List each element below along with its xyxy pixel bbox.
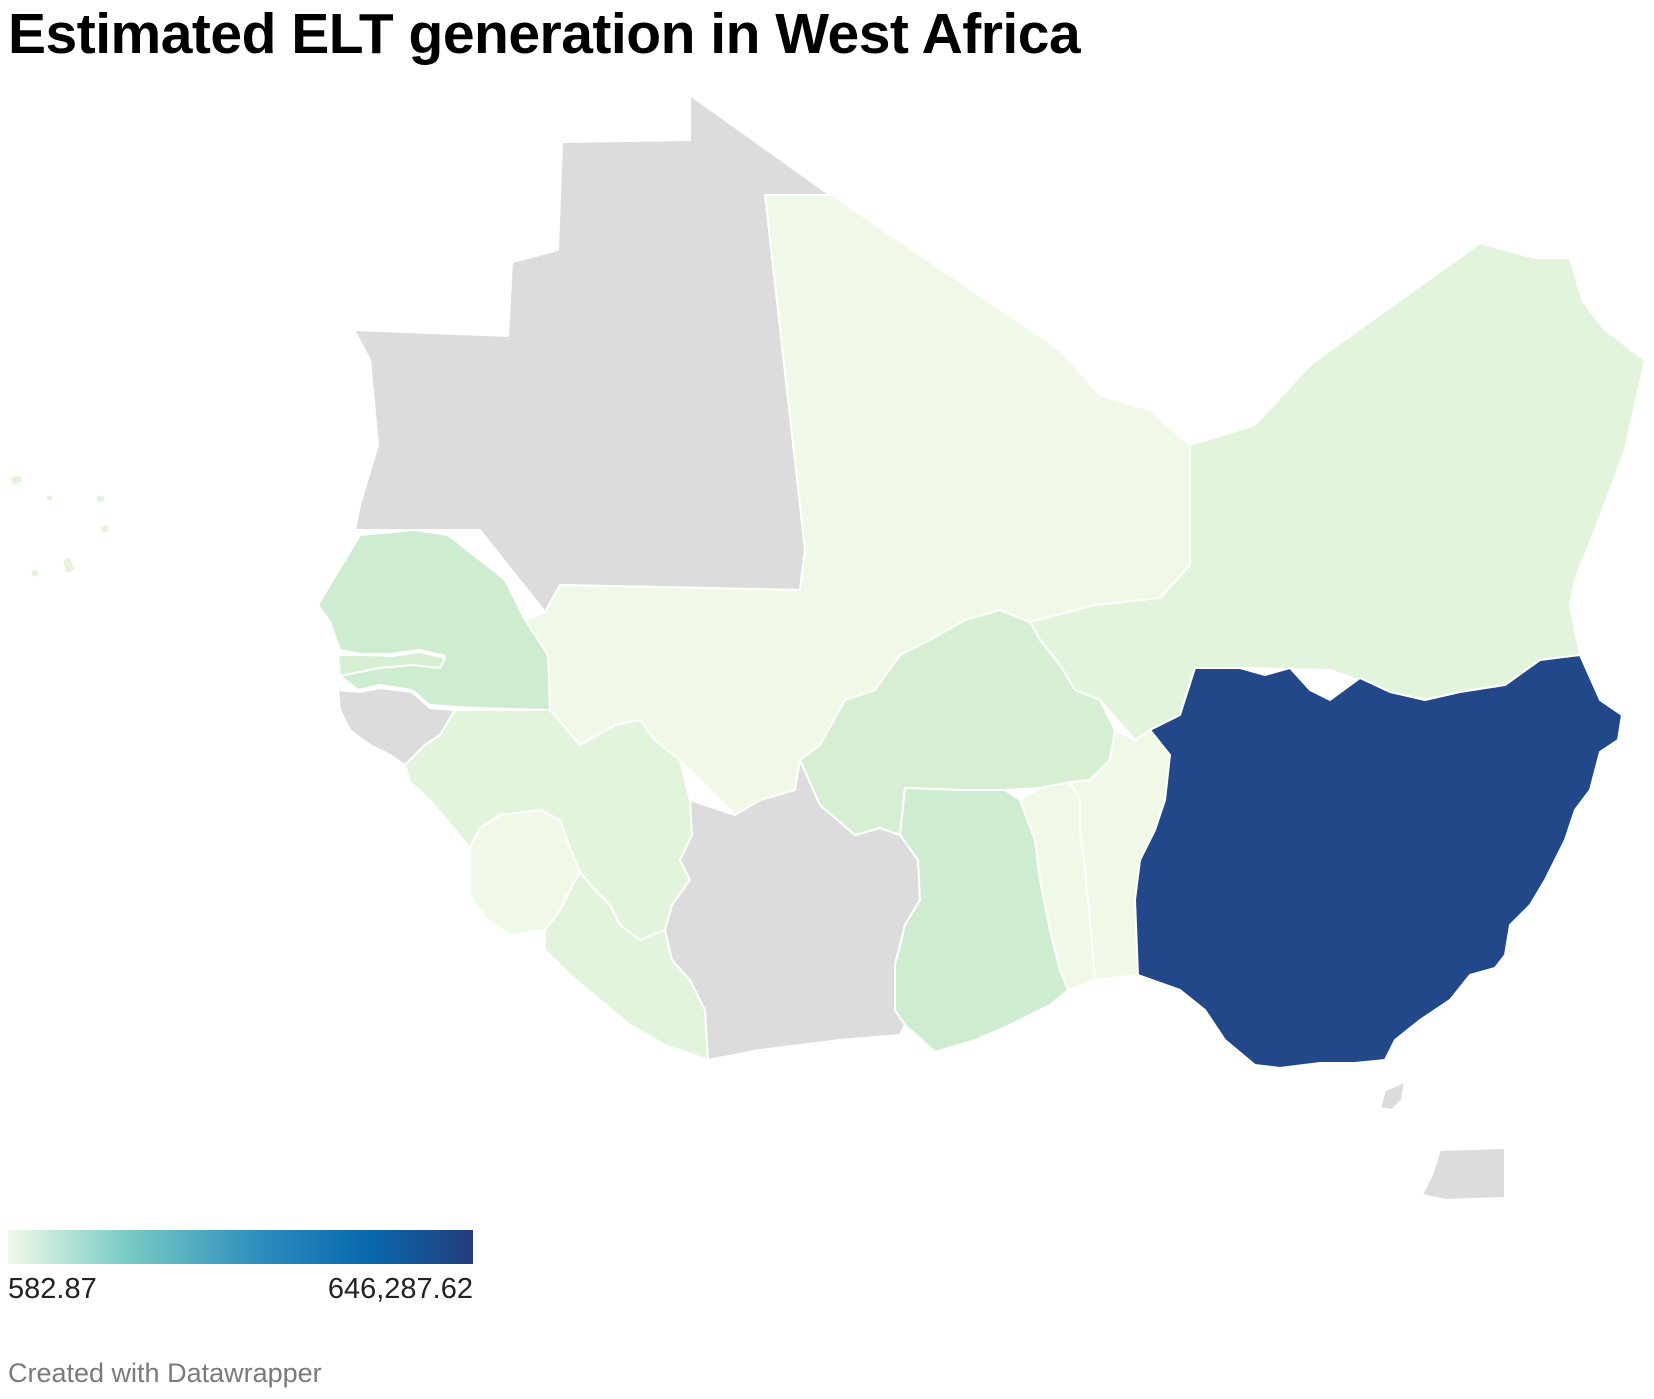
legend-max-label: 646,287.62: [327, 1273, 473, 1305]
region-equatorial-guinea[interactable]: [1421, 1147, 1506, 1201]
credit-text: Created with Datawrapper: [8, 1358, 322, 1388]
region-bioko[interactable]: [1379, 1081, 1406, 1111]
map-title: Estimated ELT generation in West Africa: [8, 2, 1081, 66]
region-cape-verde-south[interactable]: [29, 523, 111, 579]
region-gambia[interactable]: [337, 651, 446, 677]
legend-min-label: 582.87: [8, 1273, 97, 1305]
legend-gradient-bar: [8, 1230, 473, 1264]
region-nigeria[interactable]: [1134, 654, 1623, 1069]
region-cape-verde-north[interactable]: [7, 473, 107, 505]
color-scale-legend: 582.87 646,287.62: [8, 1230, 473, 1313]
